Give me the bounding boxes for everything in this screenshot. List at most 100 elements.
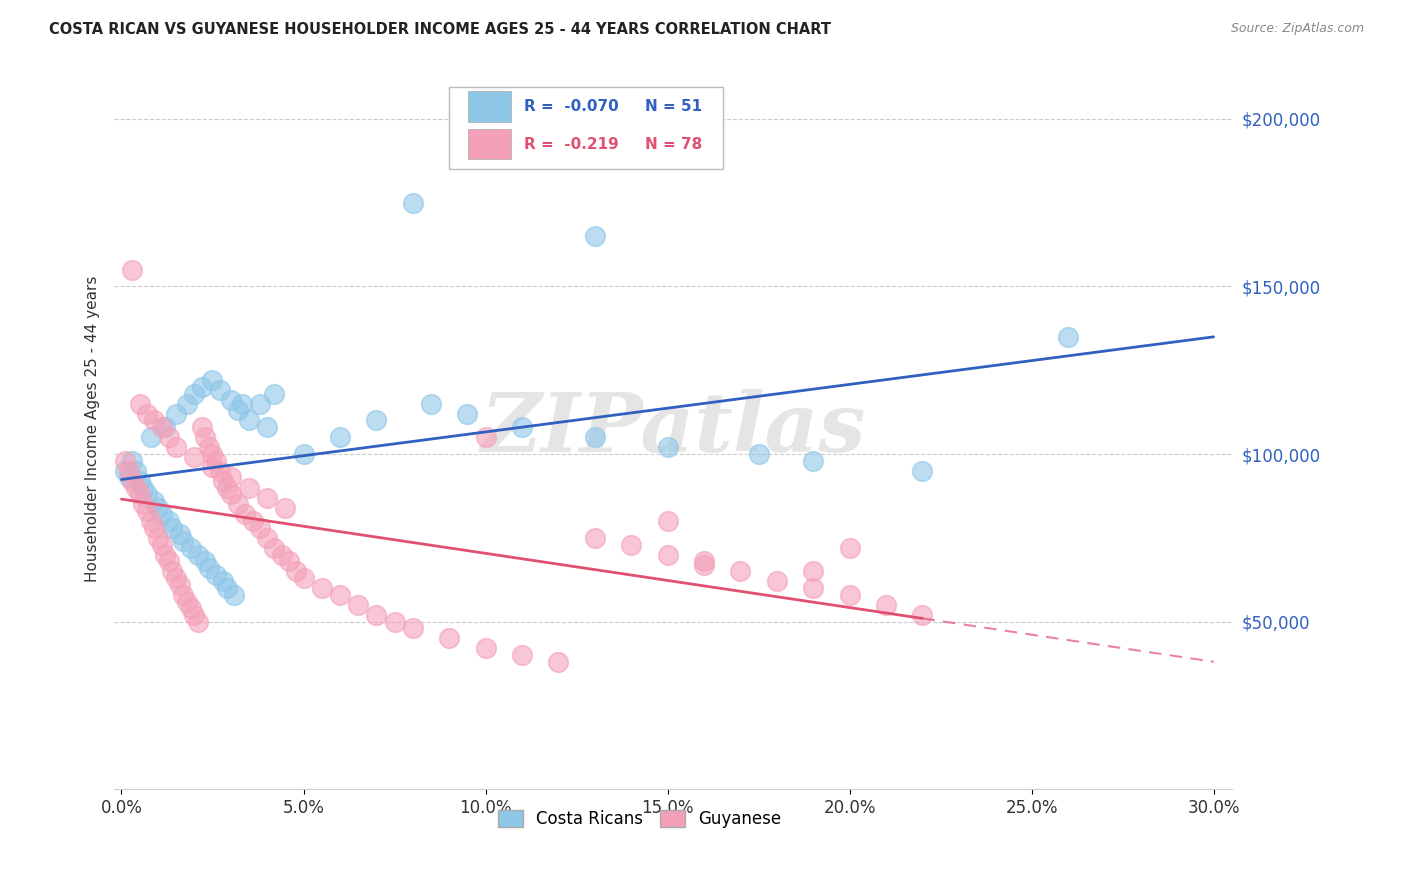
FancyBboxPatch shape	[468, 129, 510, 160]
Point	[162, 565, 184, 579]
Point	[205, 567, 228, 582]
Point	[278, 554, 301, 568]
Point	[132, 497, 155, 511]
Point	[139, 430, 162, 444]
Point	[162, 521, 184, 535]
Text: ZIPatlas: ZIPatlas	[481, 389, 866, 469]
Text: R =  -0.219: R = -0.219	[524, 136, 619, 152]
Point	[114, 453, 136, 467]
Point	[205, 453, 228, 467]
Point	[263, 386, 285, 401]
Point	[249, 521, 271, 535]
Point	[693, 558, 716, 572]
Point	[215, 481, 238, 495]
Point	[153, 420, 176, 434]
Point	[456, 407, 478, 421]
Point	[198, 561, 221, 575]
Point	[215, 581, 238, 595]
Text: COSTA RICAN VS GUYANESE HOUSEHOLDER INCOME AGES 25 - 44 YEARS CORRELATION CHART: COSTA RICAN VS GUYANESE HOUSEHOLDER INCO…	[49, 22, 831, 37]
Point	[183, 386, 205, 401]
Point	[329, 430, 352, 444]
Point	[212, 474, 235, 488]
Point	[911, 464, 934, 478]
Point	[201, 460, 224, 475]
Point	[146, 531, 169, 545]
Point	[838, 541, 860, 555]
Point	[136, 504, 159, 518]
Point	[366, 413, 388, 427]
FancyBboxPatch shape	[468, 91, 510, 121]
Point	[121, 474, 143, 488]
Point	[219, 393, 242, 408]
Point	[208, 464, 231, 478]
Point	[437, 632, 460, 646]
Point	[146, 500, 169, 515]
Point	[157, 514, 180, 528]
Point	[165, 571, 187, 585]
Point	[198, 440, 221, 454]
Point	[875, 598, 897, 612]
Point	[143, 413, 166, 427]
Point	[311, 581, 333, 595]
Point	[347, 598, 370, 612]
Point	[583, 531, 606, 545]
Point	[730, 565, 752, 579]
Point	[169, 578, 191, 592]
Point	[748, 447, 770, 461]
Point	[165, 440, 187, 454]
Point	[136, 407, 159, 421]
Point	[292, 571, 315, 585]
Point	[165, 407, 187, 421]
Point	[157, 430, 180, 444]
Point	[150, 420, 173, 434]
Point	[201, 373, 224, 387]
Point	[231, 397, 253, 411]
Point	[187, 548, 209, 562]
Point	[238, 481, 260, 495]
Point	[474, 641, 496, 656]
Point	[121, 453, 143, 467]
Point	[219, 470, 242, 484]
Y-axis label: Householder Income Ages 25 - 44 years: Householder Income Ages 25 - 44 years	[86, 276, 100, 582]
Point	[384, 615, 406, 629]
Point	[657, 548, 679, 562]
Point	[419, 397, 441, 411]
Point	[402, 195, 425, 210]
Point	[139, 514, 162, 528]
Point	[838, 588, 860, 602]
Point	[143, 494, 166, 508]
Point	[256, 491, 278, 505]
Point	[183, 607, 205, 622]
Point	[153, 548, 176, 562]
Text: N = 78: N = 78	[645, 136, 703, 152]
Point	[150, 508, 173, 522]
Point	[801, 565, 824, 579]
Point	[693, 554, 716, 568]
Legend: Costa Ricans, Guyanese: Costa Ricans, Guyanese	[491, 804, 787, 835]
Point	[201, 447, 224, 461]
Point	[510, 420, 533, 434]
Point	[128, 487, 150, 501]
Point	[583, 229, 606, 244]
Point	[242, 514, 264, 528]
Point	[510, 648, 533, 662]
Point	[238, 413, 260, 427]
Point	[329, 588, 352, 602]
Point	[121, 262, 143, 277]
Point	[801, 453, 824, 467]
Point	[180, 541, 202, 555]
Point	[187, 615, 209, 629]
Point	[128, 474, 150, 488]
Point	[208, 384, 231, 398]
Point	[801, 581, 824, 595]
Text: Source: ZipAtlas.com: Source: ZipAtlas.com	[1230, 22, 1364, 36]
Point	[911, 607, 934, 622]
Point	[285, 565, 308, 579]
Text: R =  -0.070: R = -0.070	[524, 99, 619, 114]
Point	[366, 607, 388, 622]
FancyBboxPatch shape	[450, 87, 723, 169]
Point	[212, 574, 235, 589]
Point	[263, 541, 285, 555]
Point	[765, 574, 787, 589]
Point	[547, 655, 569, 669]
